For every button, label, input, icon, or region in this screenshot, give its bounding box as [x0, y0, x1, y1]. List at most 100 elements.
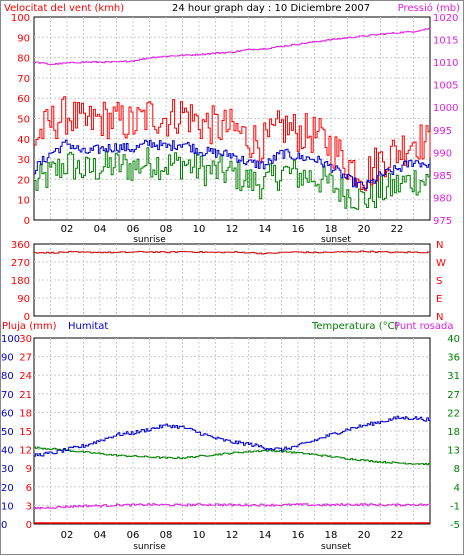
y-tick-label: 270 — [11, 258, 30, 269]
x-tick-label: 22 — [391, 530, 404, 541]
x-tick-label: 22 — [391, 224, 404, 235]
humidity-tick-label: 90 — [1, 353, 14, 364]
x-tick-label: 08 — [160, 224, 173, 235]
y-tick-label: 90 — [17, 294, 30, 305]
y-tick-label: 50 — [17, 115, 30, 126]
x-tick-label: 12 — [226, 530, 239, 541]
x-tick-label: 04 — [94, 530, 107, 541]
x-tick-label: 20 — [358, 530, 371, 541]
rain-tick-label: 15 — [19, 427, 32, 438]
humidity-tick-label: 0 — [1, 520, 7, 531]
humidity-tick-label: 10 — [1, 501, 14, 512]
y2-tick-label: 980 — [433, 193, 452, 204]
y2-tick-label: 1000 — [433, 103, 458, 114]
series-dewpoint-line — [34, 503, 431, 510]
y2-tick-label: N — [436, 240, 443, 251]
sunset-label: sunset — [321, 235, 351, 245]
y2-tick-label: N — [436, 312, 443, 323]
x-tick-label: 18 — [325, 530, 338, 541]
y-tick-label: 20 — [17, 175, 30, 186]
y-tick-label: 180 — [11, 276, 30, 287]
y-tick-label: 30 — [17, 155, 30, 166]
x-tick-label: 16 — [292, 530, 305, 541]
humidity-temperature-panel: 0102030405060708090100036912151821242730… — [1, 334, 460, 552]
humidity-tick-label: 100 — [1, 334, 20, 345]
y-tick-label: 80 — [17, 54, 30, 65]
series-humidity-line — [34, 415, 431, 457]
y2-tick-label: 975 — [433, 216, 452, 227]
x-tick-label: 18 — [325, 224, 338, 235]
series-pressure-line — [34, 27, 431, 65]
x-tick-label: 16 — [292, 224, 305, 235]
series-wind-max-line — [34, 96, 431, 192]
sunrise-label: sunrise — [133, 542, 166, 552]
x-tick-label: 10 — [193, 530, 206, 541]
y2-tick-label: 40 — [447, 334, 460, 345]
y2-tick-label: 1005 — [433, 81, 458, 92]
x-tick-label: 12 — [226, 224, 239, 235]
y2-tick-label: 4 — [454, 483, 460, 494]
rain-tick-label: 21 — [19, 390, 32, 401]
pressure-label: Pressió (mb) — [398, 2, 460, 14]
rain-tick-label: 12 — [19, 446, 32, 457]
series-wind-avg-line — [34, 139, 431, 190]
humidity-tick-label: 40 — [1, 446, 14, 457]
y2-tick-label: 36 — [447, 353, 460, 364]
y2-tick-label: 1010 — [433, 58, 458, 69]
humidity-tick-label: 70 — [1, 390, 14, 401]
y2-tick-label: 31 — [447, 371, 460, 382]
y-tick-label: 360 — [11, 240, 30, 251]
y2-tick-label: 27 — [447, 390, 460, 401]
x-tick-label: 02 — [61, 224, 74, 235]
y-tick-label: 70 — [17, 74, 30, 85]
rain-tick-label: 18 — [19, 408, 32, 419]
y2-tick-label: 8 — [454, 464, 460, 475]
x-tick-label: 04 — [94, 224, 107, 235]
x-tick-label: 14 — [259, 224, 272, 235]
series-wind-min-line — [34, 147, 431, 210]
humidity-tick-label: 60 — [1, 408, 14, 419]
rain-tick-label: 27 — [19, 353, 32, 364]
sunset-label: sunset — [321, 542, 351, 552]
temperature-label: Temperatura (°C) — [311, 321, 399, 332]
wind-pressure-panel: 0102030405060708090100975980985990995100… — [11, 13, 459, 245]
y-tick-label: 100 — [11, 13, 30, 24]
y2-tick-label: -5 — [450, 520, 460, 531]
y2-tick-label: 985 — [433, 171, 452, 182]
y-tick-label: 60 — [17, 94, 30, 105]
sunrise-label: sunrise — [133, 235, 166, 245]
rain-tick-label: 0 — [26, 520, 32, 531]
x-tick-label: 06 — [127, 530, 140, 541]
y2-tick-label: S — [436, 276, 442, 287]
y-tick-label: 10 — [17, 196, 30, 207]
rain-tick-label: 24 — [19, 371, 32, 382]
series-wind-direction-line — [34, 250, 431, 255]
x-tick-label: 20 — [358, 224, 371, 235]
y-tick-label: 0 — [24, 216, 30, 227]
y-tick-label: 90 — [17, 33, 30, 44]
y2-tick-label: 13 — [447, 446, 460, 457]
humidity-tick-label: 50 — [1, 427, 14, 438]
rain-tick-label: 9 — [26, 464, 32, 475]
dewpoint-label: Punt rosada — [394, 321, 453, 332]
wind-speed-label: Velocitat del vent (kmh) — [4, 3, 124, 14]
y2-tick-label: 22 — [447, 408, 460, 419]
y2-tick-label: 18 — [447, 427, 460, 438]
rain-tick-label: 6 — [26, 483, 32, 494]
humidity-label: Humitat — [68, 321, 108, 332]
humidity-tick-label: 20 — [1, 483, 14, 494]
x-tick-label: 02 — [61, 530, 74, 541]
y2-tick-label: 1015 — [433, 36, 458, 47]
y2-tick-label: 990 — [433, 148, 452, 159]
rain-tick-label: 3 — [26, 501, 32, 512]
y2-tick-label: -1 — [450, 501, 460, 512]
y2-tick-label: 995 — [433, 126, 452, 137]
rain-tick-label: 30 — [19, 334, 32, 345]
y2-tick-label: 1020 — [433, 13, 458, 24]
rain-label: Pluja (mm) — [2, 321, 57, 332]
series-temperature-line — [34, 446, 431, 466]
y2-tick-label: W — [436, 258, 446, 269]
chart-title: 24 hour graph day : 10 Diciembre 2007 — [172, 3, 370, 14]
